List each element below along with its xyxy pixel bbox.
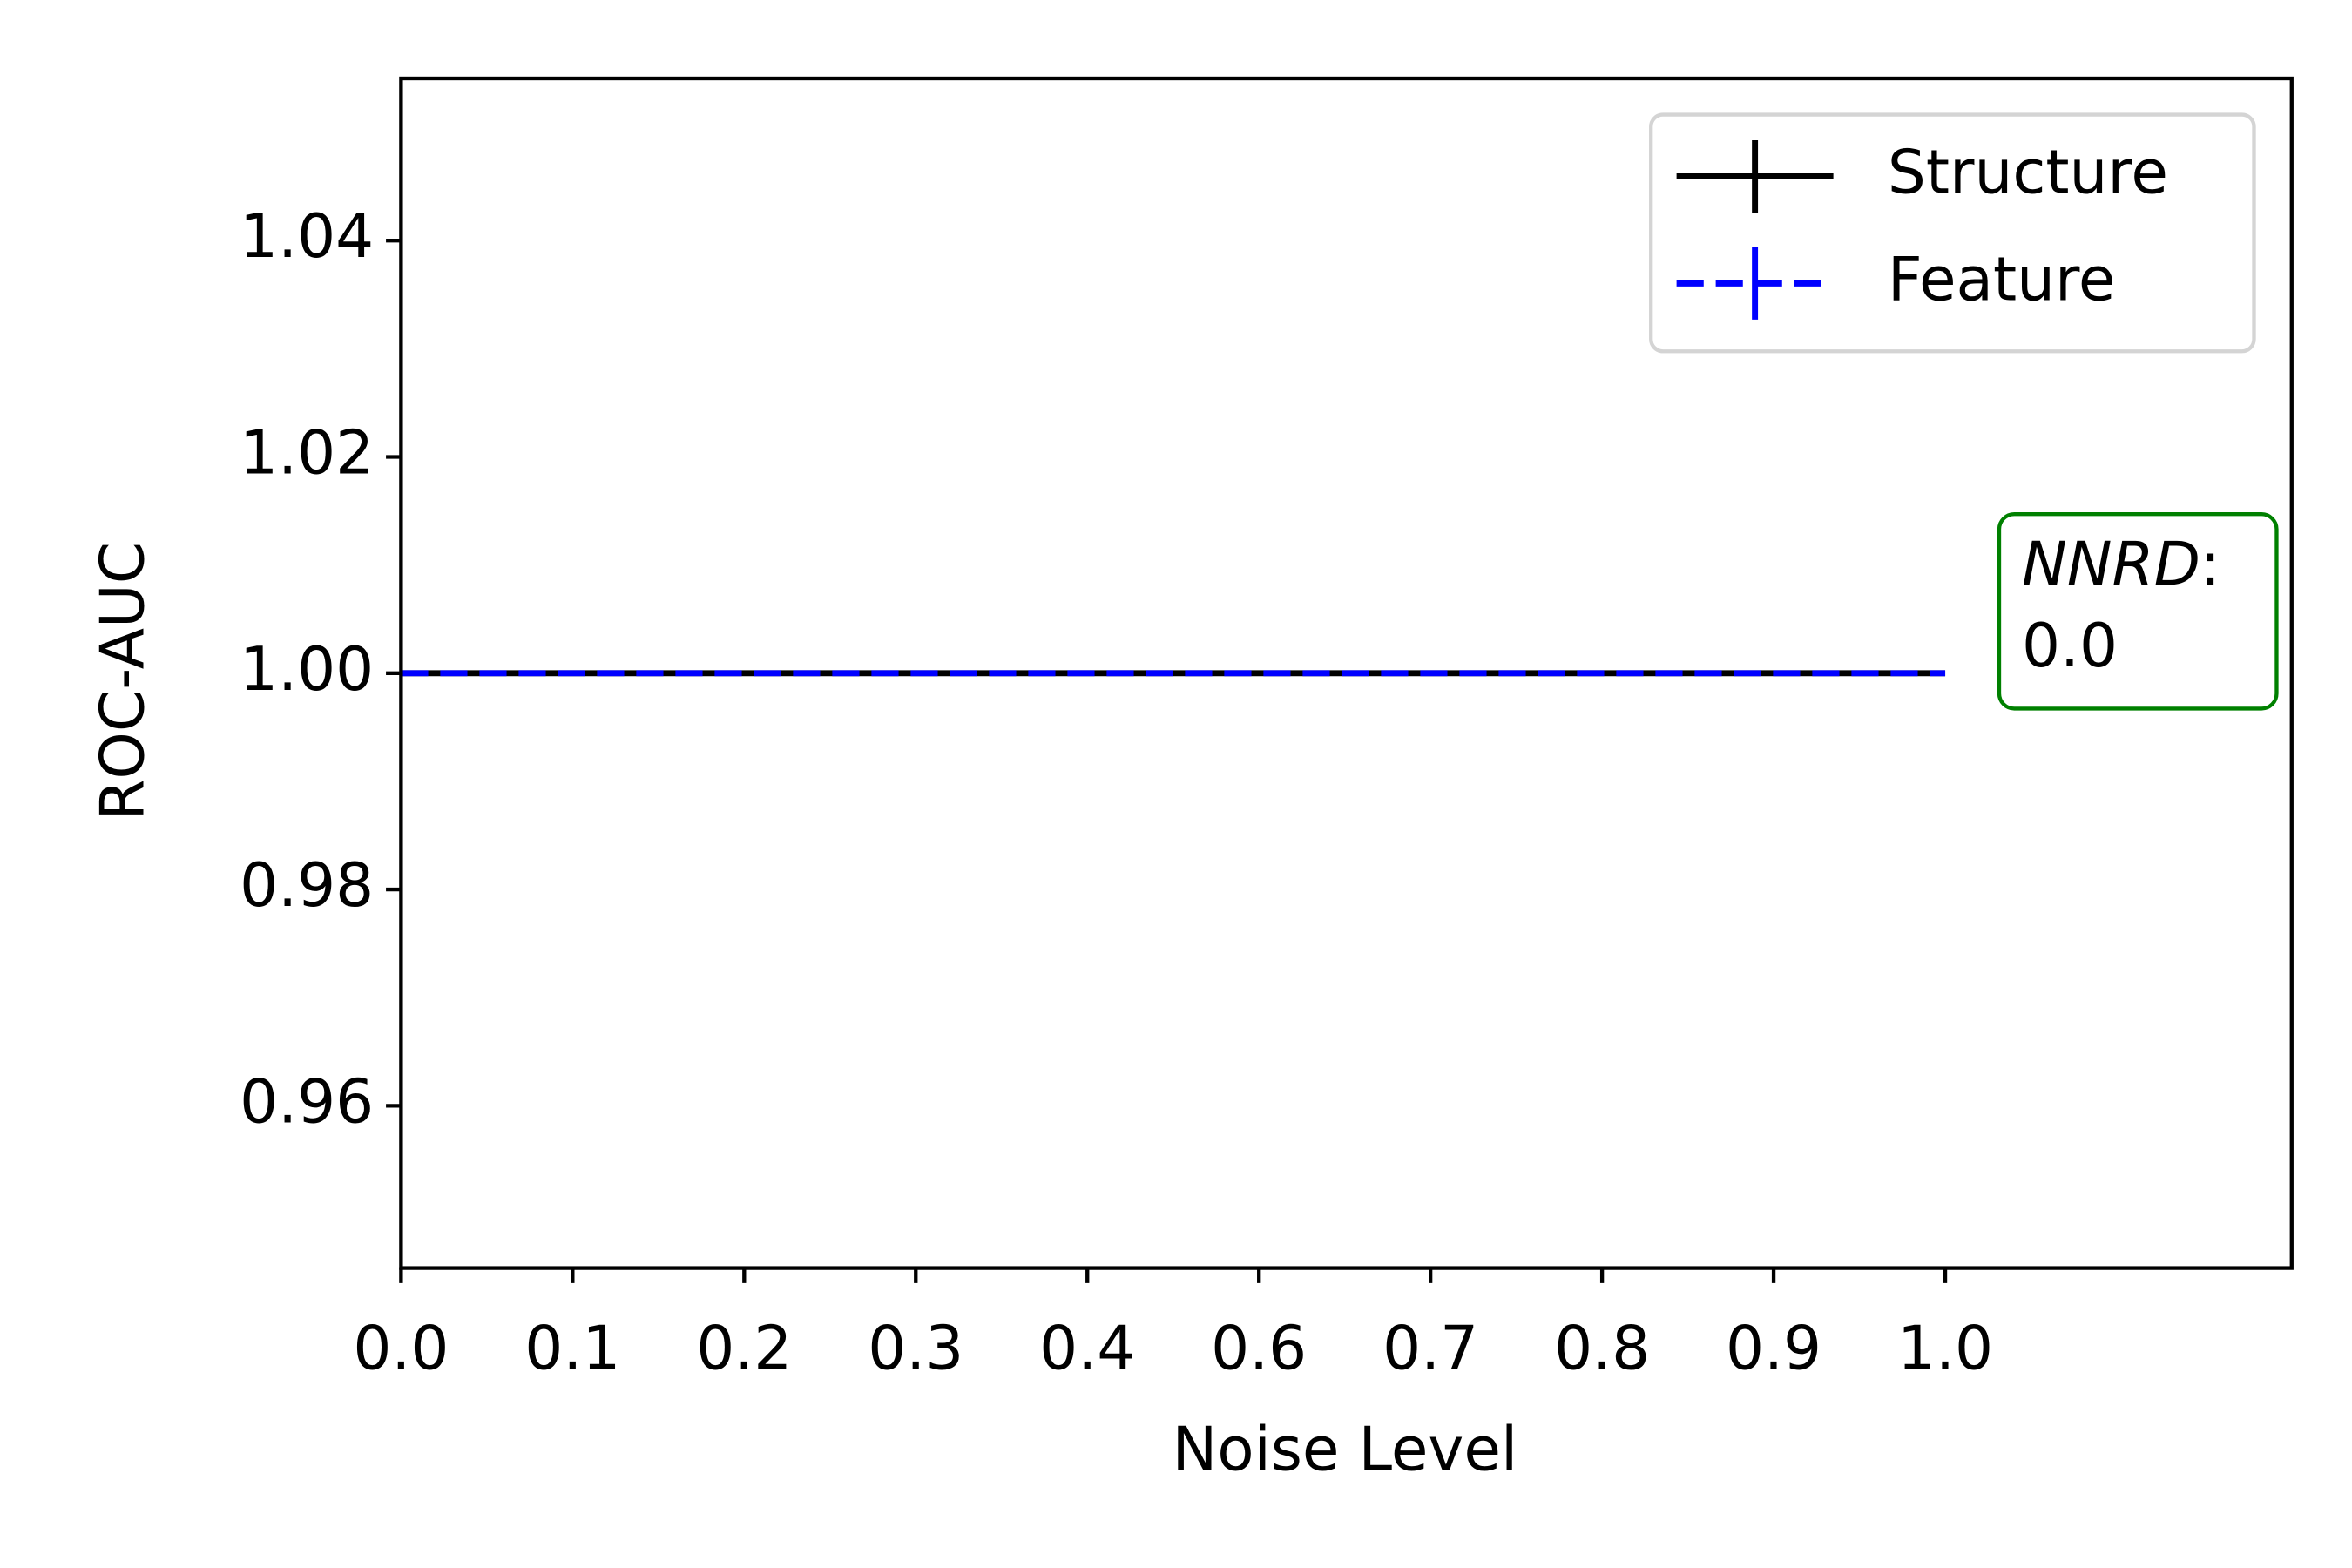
x-tick-label: 0.8 <box>1554 1315 1650 1384</box>
annotation-separator: : <box>2200 531 2220 600</box>
x-tick-label: 0.2 <box>696 1315 792 1384</box>
annotation-value: 0.0 <box>2022 612 2118 681</box>
legend-label: Feature <box>1888 245 2116 314</box>
y-tick-label: 1.02 <box>240 419 374 489</box>
x-tick-label: 0.9 <box>1726 1315 1821 1384</box>
annotation-name: NNRD <box>2022 531 2200 600</box>
annotation-box <box>1997 512 2279 711</box>
x-tick-label: 1.0 <box>1897 1315 1993 1384</box>
y-tick-label: 0.96 <box>240 1067 374 1137</box>
annotation-text: NNRD: <box>2022 531 2220 600</box>
x-tick-label: 0.7 <box>1382 1315 1478 1384</box>
y-axis-label: ROC-AUC <box>88 542 158 821</box>
x-tick-label: 0.3 <box>868 1315 963 1384</box>
y-tick-label: 1.00 <box>240 635 374 705</box>
x-tick-label: 0.1 <box>524 1315 620 1384</box>
x-tick-label: 0.0 <box>353 1315 449 1384</box>
plot-frame <box>399 76 2294 1270</box>
y-tick-label: 1.04 <box>240 202 374 272</box>
x-axis-label: Noise Level <box>1172 1415 1517 1484</box>
x-tick-label: 0.6 <box>1211 1315 1307 1384</box>
legend-label: Structure <box>1888 139 2168 208</box>
y-tick-label: 0.98 <box>240 851 374 921</box>
x-tick-label: 0.4 <box>1039 1315 1135 1384</box>
